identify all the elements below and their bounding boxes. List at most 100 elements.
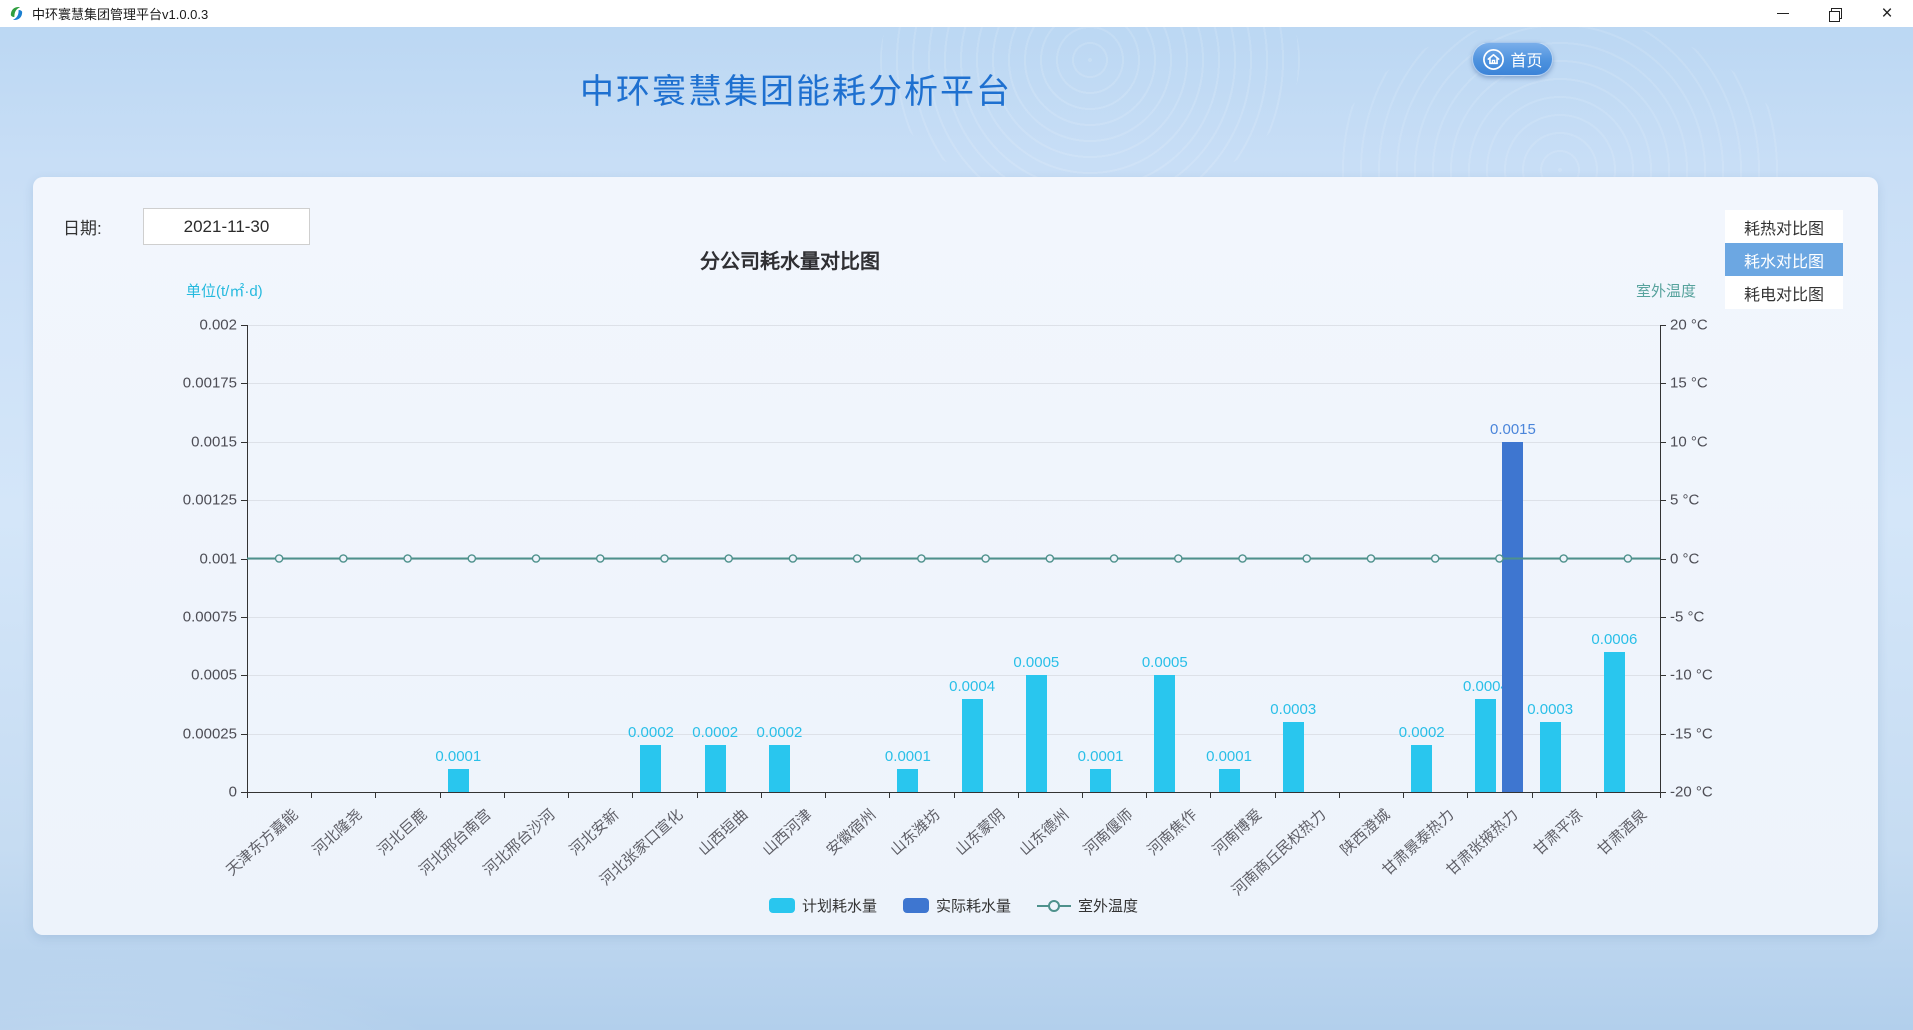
planned-water-bar-label: 0.0001 (884, 747, 931, 765)
wave-decoration (0, 920, 580, 1030)
temperature-line[interactable] (247, 325, 1660, 792)
gridline (247, 383, 1660, 385)
temperature-point[interactable] (1302, 554, 1312, 563)
x-axis-label: 河南焦作 (1144, 806, 1201, 860)
minimize-button[interactable] (1757, 0, 1809, 27)
temperature-point[interactable] (531, 554, 541, 563)
planned-water-bar[interactable] (1603, 651, 1625, 792)
gridline (247, 733, 1660, 735)
right-axis-tick (1660, 675, 1666, 677)
gridline (247, 616, 1660, 618)
temperature-point[interactable] (1238, 554, 1247, 563)
actual-water-bar[interactable] (1502, 441, 1524, 792)
planned-water-bar[interactable] (1475, 698, 1497, 792)
main-panel: 日期: 耗热对比图 耗水对比图 耗电对比图 分公司耗水量对比图 单位(t/㎡·d… (33, 177, 1878, 935)
y-axis-tick (241, 500, 247, 502)
right-axis-tick-label: 5 °C (1670, 491, 1700, 509)
app-logo-icon (10, 7, 23, 20)
temperature-point[interactable] (917, 554, 926, 563)
temperature-point[interactable] (339, 554, 348, 563)
x-axis-label: 陕西澄城 (1337, 806, 1394, 860)
temperature-point[interactable] (1559, 554, 1568, 563)
temperature-point[interactable] (1045, 554, 1055, 563)
planned-water-bar[interactable] (1539, 721, 1561, 792)
planned-water-bar-label: 0.0002 (628, 724, 674, 742)
right-axis-tick (1660, 792, 1666, 793)
y-axis-tick-label: 0.00175 (182, 374, 237, 392)
legend-item-outdoor-temperature[interactable]: 室外温度 (1037, 895, 1138, 916)
x-axis-tick (503, 792, 505, 798)
x-axis-label: 山西河津 (759, 806, 816, 860)
temperature-point[interactable] (1173, 554, 1183, 563)
x-axis-label: 天津东方嘉能 (223, 806, 302, 880)
legend-item-planned-water[interactable]: 计划耗水量 (768, 895, 877, 916)
y-axis-tick (241, 792, 247, 793)
right-axis-tick (1660, 500, 1666, 502)
date-label: 日期: (63, 219, 102, 238)
planned-water-bar-label: 0.0005 (1013, 654, 1060, 672)
x-axis-tick (1210, 792, 1212, 798)
planned-water-bar[interactable] (704, 745, 726, 792)
planned-water-bar[interactable] (447, 768, 469, 792)
x-axis-tick (1338, 792, 1340, 798)
x-axis-tick (311, 792, 313, 798)
planned-water-bar[interactable] (1090, 768, 1112, 792)
y-axis-tick-label: 0.00025 (182, 725, 237, 743)
x-axis-label: 河北巨鹿 (373, 806, 430, 860)
planned-water-bar[interactable] (1154, 675, 1176, 792)
temperature-point[interactable] (1623, 554, 1633, 563)
planned-water-bar[interactable] (1025, 675, 1047, 792)
x-axis-label: 安徽宿州 (823, 806, 880, 860)
temperature-point[interactable] (1430, 554, 1440, 563)
tab-power-comparison[interactable]: 耗电对比图 (1725, 276, 1843, 309)
temperature-point[interactable] (1366, 554, 1376, 563)
tab-heat-comparison[interactable]: 耗热对比图 (1725, 210, 1843, 243)
y-axis-tick-label: 0.00075 (182, 608, 237, 626)
temperature-point[interactable] (274, 554, 284, 563)
planned-water-bar[interactable] (768, 745, 790, 792)
temperature-point[interactable] (724, 554, 734, 563)
temperature-line-swatch (1037, 898, 1071, 913)
restore-button[interactable] (1809, 0, 1861, 27)
x-axis-tick (247, 792, 248, 798)
close-button[interactable]: × (1861, 0, 1913, 27)
planned-water-bar[interactable] (1411, 745, 1433, 792)
x-axis-tick (568, 792, 570, 798)
gridline (247, 500, 1660, 502)
tab-water-comparison[interactable]: 耗水对比图 (1725, 243, 1843, 276)
temperature-point[interactable] (467, 554, 477, 563)
x-axis-label: 河北安新 (566, 806, 623, 860)
temperature-point[interactable] (1495, 554, 1504, 563)
x-axis-tick (439, 792, 441, 798)
x-axis-tick (632, 792, 634, 798)
planned-water-bar-label: 0.0003 (1527, 700, 1574, 718)
temperature-point[interactable] (403, 554, 412, 563)
legend-label: 计划耗水量 (801, 898, 877, 915)
planned-water-bar[interactable] (961, 698, 983, 792)
planned-water-bar-label: 0.0004 (1462, 677, 1509, 695)
y-axis-tick-label: 0.002 (199, 316, 237, 334)
right-axis-tick (1660, 383, 1666, 385)
right-axis-tick (1660, 441, 1666, 443)
home-button[interactable]: 首页 (1472, 42, 1553, 76)
temperature-point[interactable] (660, 554, 669, 563)
right-axis-tick-label: -15 °C (1670, 725, 1713, 743)
planned-water-bar[interactable] (640, 745, 662, 792)
x-axis-label: 山东潍坊 (887, 806, 944, 860)
planned-water-bar[interactable] (897, 768, 919, 792)
restore-icon (1829, 7, 1842, 22)
planned-water-bar[interactable] (1282, 721, 1304, 792)
temperature-point[interactable] (595, 554, 605, 563)
temperature-point[interactable] (981, 554, 990, 563)
date-input[interactable] (143, 208, 310, 245)
planned-water-bar-label: 0.0005 (1141, 654, 1188, 672)
planned-water-bar[interactable] (1218, 768, 1240, 792)
temperature-point[interactable] (852, 554, 862, 563)
right-axis-tick (1660, 558, 1666, 560)
temperature-point[interactable] (1109, 554, 1119, 563)
planned-water-bar-label: 0.0001 (1206, 747, 1252, 765)
legend-item-actual-water[interactable]: 实际耗水量 (902, 895, 1011, 916)
temperature-point[interactable] (788, 554, 798, 563)
home-button-label: 首页 (1510, 53, 1543, 70)
chart-plot-area[interactable]: 0.002 0.00175 0.0015 0.00125 0.001 0.00075 0.0… (183, 317, 1713, 900)
